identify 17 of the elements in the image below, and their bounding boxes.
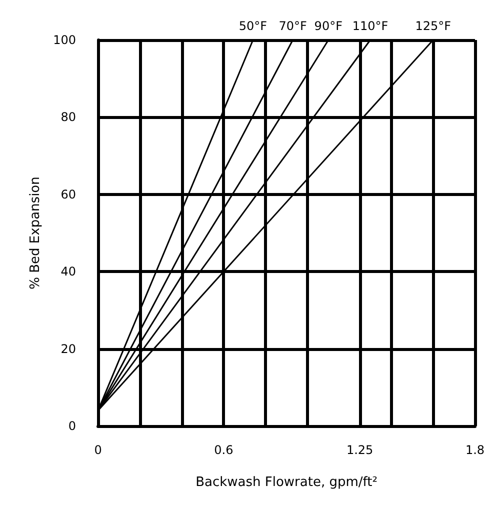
y-axis-title: % Bed Expansion: [28, 176, 44, 290]
series-label: 125°F: [415, 19, 452, 33]
x-tick-label: 0.6: [214, 443, 234, 457]
y-tick-label: 40: [60, 264, 76, 279]
y-tick-label: 60: [60, 187, 76, 202]
x-tick-label: 1.8: [465, 443, 485, 457]
x-tick-label: 1.25: [346, 443, 374, 457]
series-label: 90°F: [314, 19, 343, 33]
y-tick-label: 100: [53, 33, 76, 47]
series-label: 70°F: [278, 19, 307, 33]
y-tick-label: 80: [60, 110, 76, 124]
y-tick-label: 20: [60, 342, 76, 356]
series-label: 50°F: [238, 19, 268, 33]
series-label: 110°F: [352, 19, 388, 33]
x-axis-title: Backwash Flowrate, gpm/ft²: [196, 475, 378, 490]
y-tick-label: 0: [68, 419, 76, 433]
x-tick-label: 0: [94, 443, 102, 457]
